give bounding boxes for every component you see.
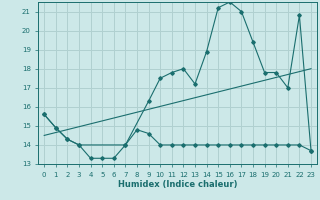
X-axis label: Humidex (Indice chaleur): Humidex (Indice chaleur) — [118, 180, 237, 189]
